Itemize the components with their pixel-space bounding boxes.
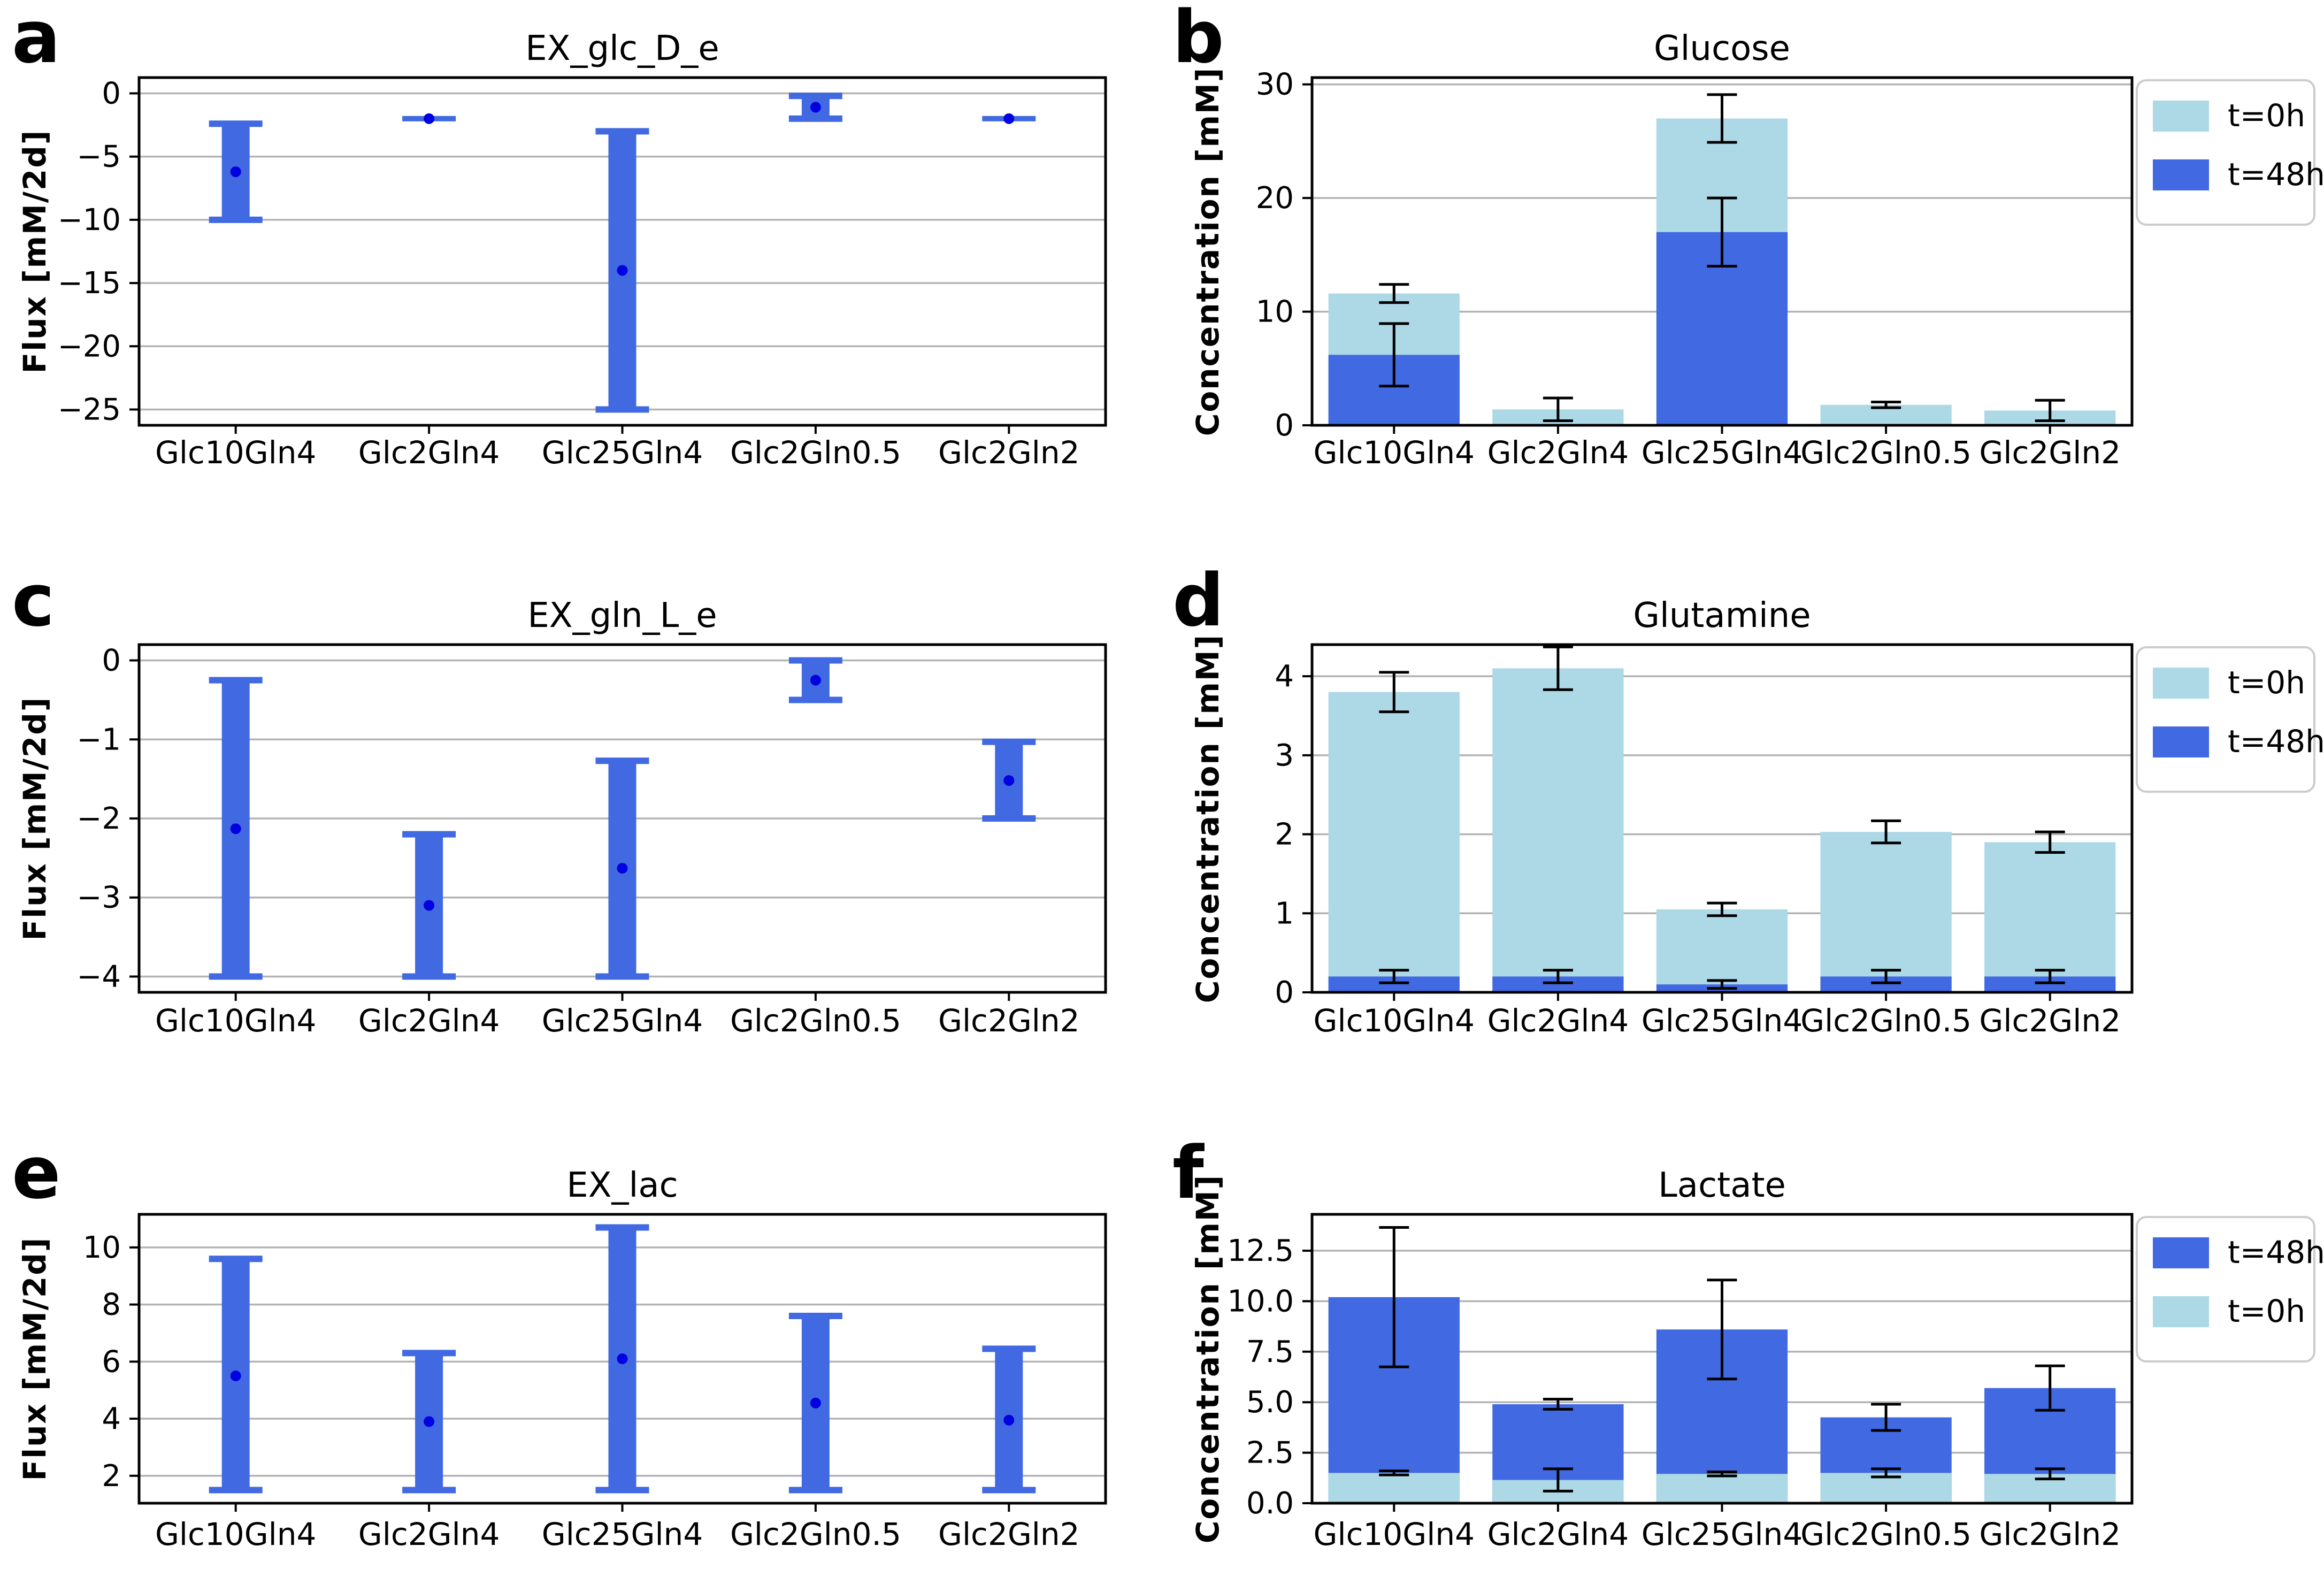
svg-text:Glc25Gln4: Glc25Gln4	[1642, 1002, 1803, 1039]
chart-e: 2 4 6 8 10 Glc10Gln4 Glc2Gln4 Glc25Gln4 Glc2Gln0…	[17, 1166, 1107, 1552]
svg-text:4: 4	[102, 1402, 121, 1436]
svg-text:Glc2Gln0.5: Glc2Gln0.5	[1800, 434, 1972, 471]
svg-text:4: 4	[1275, 659, 1294, 694]
svg-text:10.0: 10.0	[1227, 1284, 1294, 1319]
svg-text:Glc2Gln0.5: Glc2Gln0.5	[730, 1002, 901, 1039]
svg-text:8: 8	[102, 1288, 121, 1322]
svg-text:Glc2Gln0.5: Glc2Gln0.5	[730, 434, 901, 471]
svg-text:Glc2Gln0.5: Glc2Gln0.5	[1800, 1516, 1972, 1552]
svg-text:Glc2Gln0.5: Glc2Gln0.5	[730, 1516, 901, 1552]
svg-text:−25: −25	[58, 392, 121, 427]
svg-text:t=48h: t=48h	[2228, 723, 2324, 760]
svg-text:−10: −10	[58, 203, 121, 238]
svg-text:0: 0	[1275, 975, 1294, 1010]
svg-text:0: 0	[102, 76, 121, 111]
svg-text:7.5: 7.5	[1246, 1335, 1294, 1369]
svg-text:t=0h: t=0h	[2228, 1293, 2305, 1329]
svg-text:Glc2Gln4: Glc2Gln4	[358, 1002, 500, 1039]
svg-text:Lactate: Lactate	[1658, 1166, 1786, 1205]
svg-text:Glc25Gln4: Glc25Gln4	[542, 1516, 703, 1552]
svg-text:0: 0	[1275, 408, 1294, 443]
svg-text:−15: −15	[58, 266, 121, 301]
svg-text:Flux [mM/2d]: Flux [mM/2d]	[17, 1237, 53, 1481]
svg-text:Concentration [mM]: Concentration [mM]	[1190, 67, 1226, 436]
svg-text:12.5: 12.5	[1227, 1234, 1294, 1268]
svg-text:Glc2Gln2: Glc2Gln2	[938, 1002, 1080, 1039]
svg-text:t=48h: t=48h	[2228, 1234, 2324, 1270]
svg-text:−4: −4	[76, 959, 121, 994]
svg-text:6: 6	[102, 1344, 121, 1379]
svg-text:Glc2Gln4: Glc2Gln4	[1487, 1516, 1629, 1552]
svg-text:2: 2	[1275, 817, 1294, 852]
svg-text:EX_glc_D_e: EX_glc_D_e	[525, 29, 719, 68]
svg-text:−1: −1	[76, 722, 121, 757]
svg-text:Glc10Gln4: Glc10Gln4	[155, 434, 316, 471]
panel-letter-b: b	[1172, 0, 1224, 79]
svg-text:Glc25Gln4: Glc25Gln4	[1642, 434, 1803, 471]
svg-text:Glc2Gln2: Glc2Gln2	[1979, 1516, 2121, 1552]
svg-text:5.0: 5.0	[1246, 1385, 1294, 1420]
chart-d: 0 1 2 3 4 Glc10Gln4 Glc2Gln4 Glc25Gln4Glc2Gln0.…	[1190, 596, 2324, 1039]
svg-text:1: 1	[1275, 896, 1294, 931]
svg-text:−5: −5	[76, 140, 121, 174]
svg-text:Glc10Gln4: Glc10Gln4	[1314, 1002, 1475, 1039]
svg-text:−2: −2	[76, 801, 121, 836]
svg-text:t=0h: t=0h	[2228, 97, 2305, 134]
svg-text:Glc2Gln4: Glc2Gln4	[1487, 1002, 1629, 1039]
svg-text:Glc10Gln4: Glc10Gln4	[155, 1002, 316, 1039]
svg-text:Concentration [mM]: Concentration [mM]	[1190, 1174, 1226, 1543]
chart-a: 0 −5 −10 −15 −20 −25 Glc10Gln4 Glc2Gln4 Glc25Gln…	[17, 29, 1107, 471]
svg-text:3: 3	[1275, 738, 1294, 773]
svg-text:2.5: 2.5	[1246, 1436, 1294, 1471]
svg-text:Glc10Gln4: Glc10Gln4	[1314, 434, 1475, 471]
svg-text:Glc2Gln2: Glc2Gln2	[1979, 434, 2121, 471]
svg-text:30: 30	[1256, 67, 1294, 102]
svg-text:0.0: 0.0	[1246, 1486, 1294, 1521]
svg-text:Glc2Gln4: Glc2Gln4	[358, 434, 500, 471]
svg-text:EX_lac: EX_lac	[566, 1166, 678, 1205]
panel-letter-d: d	[1172, 558, 1224, 642]
svg-text:Glc10Gln4: Glc10Gln4	[155, 1516, 316, 1552]
svg-text:2: 2	[102, 1459, 121, 1494]
svg-text:Glc25Gln4: Glc25Gln4	[542, 434, 703, 471]
svg-text:10: 10	[1256, 295, 1294, 330]
chart-f: 0.0 2.5 5.0 7.5 10.0 12.5 Glc10Gln4 Glc2Gln4 Glc…	[1190, 1166, 2324, 1552]
svg-text:−3: −3	[76, 881, 121, 915]
panel-letter-f: f	[1172, 1131, 1204, 1215]
svg-text:20: 20	[1256, 181, 1294, 216]
svg-text:Concentration [mM]: Concentration [mM]	[1190, 634, 1226, 1003]
svg-text:−20: −20	[58, 329, 121, 364]
svg-text:Glc2Gln2: Glc2Gln2	[938, 434, 1080, 471]
svg-text:Glc2Gln4: Glc2Gln4	[1487, 434, 1629, 471]
svg-text:t=48h: t=48h	[2228, 156, 2324, 193]
panel-letter-c: c	[12, 558, 55, 642]
panel-letter-e: e	[12, 1131, 61, 1215]
svg-text:Flux [mM/2d]: Flux [mM/2d]	[17, 129, 53, 374]
svg-text:Glc2Gln2: Glc2Gln2	[938, 1516, 1080, 1552]
svg-text:Glutamine: Glutamine	[1633, 596, 1811, 636]
svg-text:Glc2Gln0.5: Glc2Gln0.5	[1800, 1002, 1972, 1039]
svg-text:Glc10Gln4: Glc10Gln4	[1314, 1516, 1475, 1552]
svg-text:Glc25Gln4: Glc25Gln4	[542, 1002, 703, 1039]
svg-text:Glc25Gln4: Glc25Gln4	[1642, 1516, 1803, 1552]
svg-text:0: 0	[102, 644, 121, 678]
panel-letter-a: a	[12, 0, 61, 79]
svg-text:EX_gln_L_e: EX_gln_L_e	[527, 596, 717, 636]
svg-text:Glucose: Glucose	[1654, 29, 1790, 68]
svg-text:t=0h: t=0h	[2228, 664, 2305, 701]
svg-text:Flux [mM/2d]: Flux [mM/2d]	[17, 697, 53, 941]
chart-c: 0 −1 −2 −3 −4 Glc10Gln4 Glc2Gln4 Glc25Gln4 Glc2G…	[17, 596, 1107, 1039]
svg-text:Glc2Gln2: Glc2Gln2	[1979, 1002, 2121, 1039]
svg-text:Glc2Gln4: Glc2Gln4	[358, 1516, 500, 1552]
svg-text:10: 10	[83, 1230, 121, 1265]
